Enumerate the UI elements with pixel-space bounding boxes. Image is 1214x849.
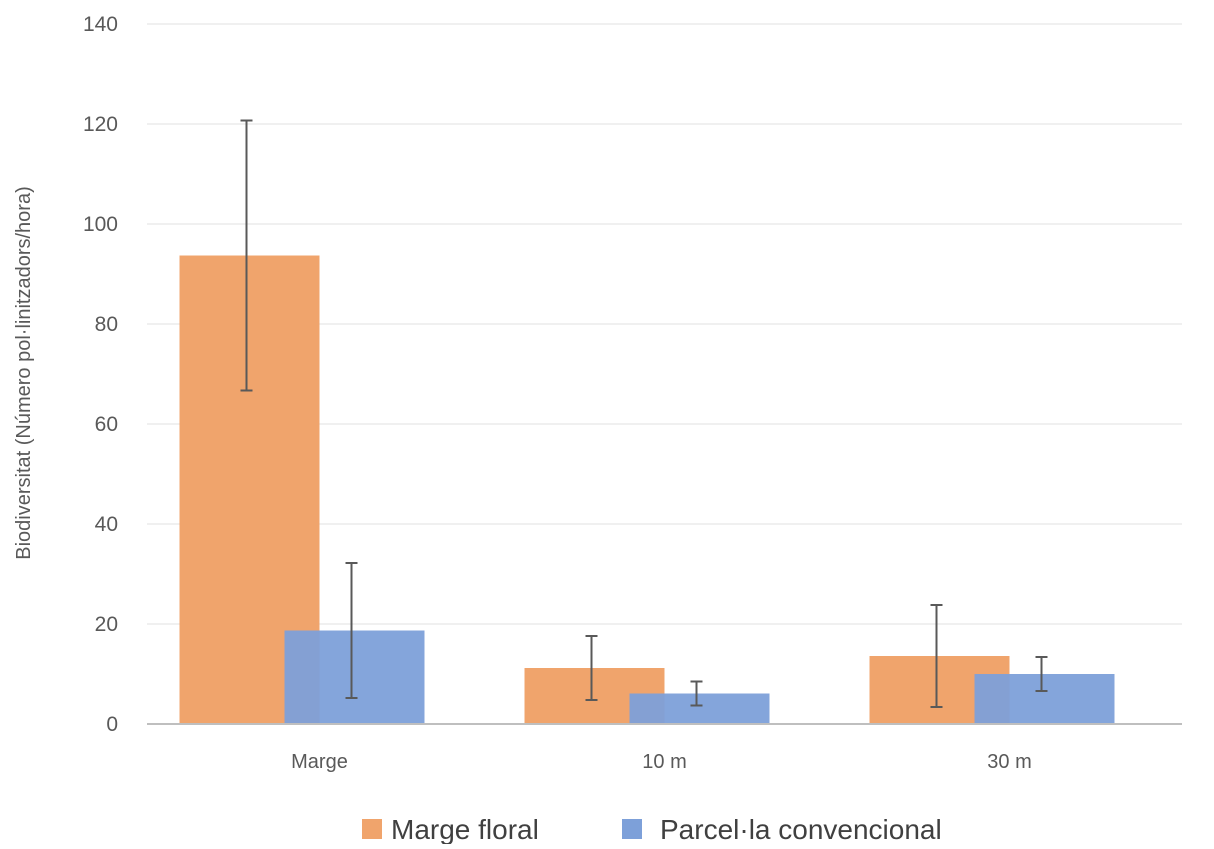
legend: Marge floral Parcel·la convencional	[362, 814, 942, 845]
y-tick-label: 40	[95, 513, 118, 536]
y-tick-label: 140	[83, 13, 118, 36]
x-category-label: Marge	[291, 751, 348, 773]
legend-swatch-parcel-la-convencional	[622, 819, 642, 839]
y-axis-ticks: 0 20 40 60 80 100 120 140	[83, 13, 118, 736]
x-category-label: 10 m	[642, 751, 686, 773]
y-tick-label: 0	[106, 713, 118, 736]
legend-label-marge-floral: Marge floral	[391, 814, 539, 844]
bar-1-0	[284, 630, 425, 724]
y-tick-label: 120	[83, 113, 118, 136]
x-axis-categories: Marge 10 m 30 m	[291, 751, 1032, 773]
bar-1-1	[629, 693, 770, 724]
x-category-label: 30 m	[987, 751, 1031, 773]
y-tick-label: 60	[95, 413, 118, 436]
legend-label-parcel-la-convencional: Parcel·la convencional	[660, 814, 942, 844]
error-bars	[240, 119, 1048, 708]
legend-swatch-marge-floral	[362, 819, 382, 839]
y-tick-label: 100	[83, 213, 118, 236]
y-tick-label: 20	[95, 613, 118, 636]
y-axis-label: Biodiversitat (Número pol·linitzadors/ho…	[13, 186, 35, 559]
bar-1-2	[974, 674, 1115, 724]
y-tick-label: 80	[95, 313, 118, 336]
bars	[179, 255, 1115, 724]
